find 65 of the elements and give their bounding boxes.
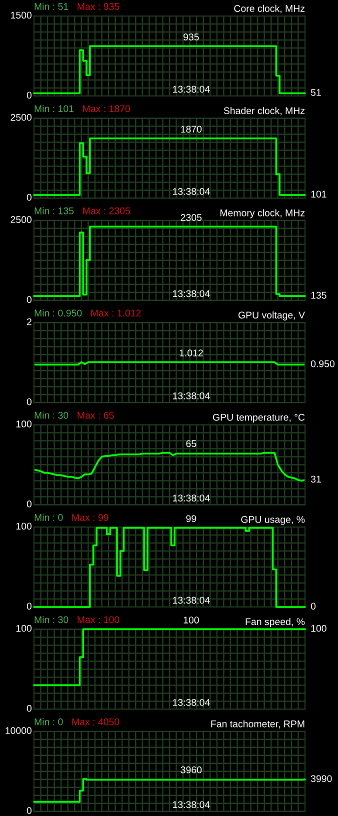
annotation: 13:38:04 (173, 392, 210, 400)
text: Max : 99 (72, 514, 108, 521)
text: 135 (311, 292, 326, 299)
y-tick-label: 100 (16, 624, 32, 632)
y-tick-label: 100 (16, 522, 32, 530)
annotation: 13:38:04 (173, 801, 210, 808)
text: 100 (184, 616, 199, 624)
y-tick-label: 100 (16, 420, 32, 428)
text: 101 (311, 190, 326, 198)
annotation: 65 (186, 440, 196, 448)
y-tick-label: 0 (26, 704, 32, 712)
chart-title: GPU temperature, °C (212, 414, 305, 423)
chart-title: GPU usage, % (241, 516, 305, 525)
annotation: 3960 (180, 766, 202, 774)
y-tick-label: 2500 (10, 114, 32, 121)
text: Max : 4050 (72, 718, 120, 726)
y-tick-label: 0 (26, 296, 32, 304)
annotation: 13:38:04 (173, 494, 210, 502)
text: Max : 1.012 (91, 310, 141, 317)
text: Min : 0 (34, 718, 63, 726)
y-tick-label: 0 (26, 194, 32, 201)
annotation: 1.012 (180, 350, 203, 356)
chart-title: GPU voltage, V (238, 311, 305, 320)
text: Min : 0.950 (34, 309, 82, 317)
y-tick-label: 0 (26, 807, 32, 814)
y-tick-label: 2 (27, 318, 32, 326)
text: Min : 51 (34, 2, 68, 10)
y-tick-label: 0 (26, 92, 32, 99)
annotation: 13:38:04 (173, 290, 210, 298)
y-tick-label: 1500 (11, 12, 32, 19)
annotation: 935 (184, 34, 199, 40)
text: 0.950 (310, 360, 335, 368)
text: Max : 100 (78, 616, 120, 624)
annotation: 13:38:04 (173, 188, 210, 195)
y-tick-label: 0 (26, 398, 32, 406)
y-tick-label: 0 (26, 602, 32, 610)
line-series (34, 452, 305, 482)
text: 31 (310, 476, 321, 483)
annotation: 13:38:04 (173, 699, 210, 706)
annotation: 1870 (181, 126, 202, 133)
text: 99 (186, 515, 196, 522)
annotation: 13:38:04 (173, 86, 210, 93)
y-tick-label: 10000 (6, 727, 32, 734)
text: Min : 30 (34, 412, 68, 419)
text: Min : 0 (34, 514, 63, 521)
chart-title: Memory clock, MHz (220, 209, 305, 218)
text: Min : 30 (34, 616, 68, 624)
y-tick-label: 2500 (10, 216, 32, 224)
text: Max : 935 (78, 3, 120, 10)
text: Min : 101 (34, 104, 74, 112)
text: 51 (310, 89, 321, 96)
text: 3990 (310, 775, 332, 782)
annotation: 13:38:04 (173, 596, 210, 604)
chart-title: Core clock, MHz (234, 4, 305, 14)
text: Max : 65 (78, 412, 114, 419)
text: Min : 135 (34, 207, 74, 214)
text: 0 (310, 602, 316, 610)
chart-title: Shader clock, MHz (224, 106, 305, 116)
text: Max : 2305 (83, 207, 130, 214)
y-tick-label: 0 (26, 500, 32, 508)
chart-title: Fan tachometer, RPM (211, 720, 304, 728)
text: 100 (311, 624, 326, 632)
annotation: 2305 (180, 214, 202, 221)
text: Max : 1870 (83, 105, 130, 112)
chart-title: Fan speed, % (246, 618, 305, 628)
